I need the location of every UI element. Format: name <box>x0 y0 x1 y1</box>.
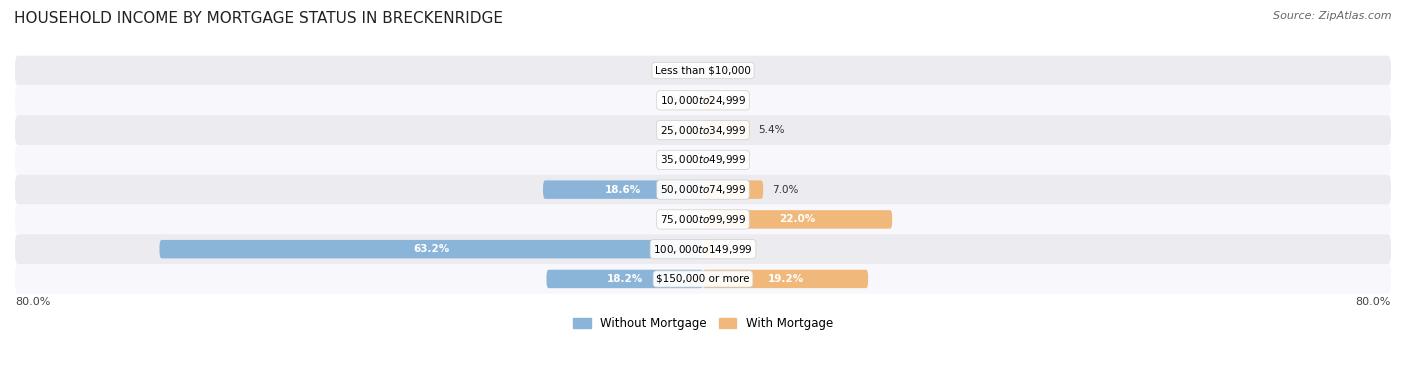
Text: 0.0%: 0.0% <box>668 95 695 105</box>
Text: $100,000 to $149,999: $100,000 to $149,999 <box>654 243 752 256</box>
FancyBboxPatch shape <box>703 91 711 110</box>
FancyBboxPatch shape <box>15 86 1391 115</box>
Text: $150,000 or more: $150,000 or more <box>657 274 749 284</box>
Text: 80.0%: 80.0% <box>1355 297 1391 307</box>
Text: 1.5%: 1.5% <box>724 244 751 254</box>
Text: $35,000 to $49,999: $35,000 to $49,999 <box>659 153 747 166</box>
Text: 18.6%: 18.6% <box>605 185 641 195</box>
Text: $50,000 to $74,999: $50,000 to $74,999 <box>659 183 747 196</box>
FancyBboxPatch shape <box>547 270 703 288</box>
FancyBboxPatch shape <box>703 240 716 258</box>
Text: $75,000 to $99,999: $75,000 to $99,999 <box>659 213 747 226</box>
Legend: Without Mortgage, With Mortgage: Without Mortgage, With Mortgage <box>568 313 838 335</box>
Text: 19.2%: 19.2% <box>768 274 804 284</box>
Text: 0.0%: 0.0% <box>668 66 695 75</box>
Text: $10,000 to $24,999: $10,000 to $24,999 <box>659 94 747 107</box>
FancyBboxPatch shape <box>15 145 1391 175</box>
Text: 80.0%: 80.0% <box>15 297 51 307</box>
Text: 7.0%: 7.0% <box>772 185 799 195</box>
Text: 0.0%: 0.0% <box>668 215 695 224</box>
FancyBboxPatch shape <box>15 115 1391 145</box>
Text: 0.0%: 0.0% <box>668 125 695 135</box>
FancyBboxPatch shape <box>159 240 703 258</box>
FancyBboxPatch shape <box>703 121 749 139</box>
Text: 5.4%: 5.4% <box>758 125 785 135</box>
FancyBboxPatch shape <box>15 175 1391 204</box>
FancyBboxPatch shape <box>15 204 1391 234</box>
FancyBboxPatch shape <box>703 270 868 288</box>
Text: 22.0%: 22.0% <box>779 215 815 224</box>
FancyBboxPatch shape <box>543 181 703 199</box>
Text: 0.0%: 0.0% <box>668 155 695 165</box>
FancyBboxPatch shape <box>703 210 893 228</box>
FancyBboxPatch shape <box>15 56 1391 86</box>
Text: 18.2%: 18.2% <box>606 274 643 284</box>
FancyBboxPatch shape <box>15 234 1391 264</box>
Text: 63.2%: 63.2% <box>413 244 450 254</box>
Text: 0.0%: 0.0% <box>711 155 738 165</box>
FancyBboxPatch shape <box>703 181 763 199</box>
Text: HOUSEHOLD INCOME BY MORTGAGE STATUS IN BRECKENRIDGE: HOUSEHOLD INCOME BY MORTGAGE STATUS IN B… <box>14 11 503 26</box>
Text: $25,000 to $34,999: $25,000 to $34,999 <box>659 124 747 136</box>
Text: 1.0%: 1.0% <box>720 95 747 105</box>
Text: 0.0%: 0.0% <box>711 66 738 75</box>
Text: Less than $10,000: Less than $10,000 <box>655 66 751 75</box>
Text: Source: ZipAtlas.com: Source: ZipAtlas.com <box>1274 11 1392 21</box>
FancyBboxPatch shape <box>15 264 1391 294</box>
